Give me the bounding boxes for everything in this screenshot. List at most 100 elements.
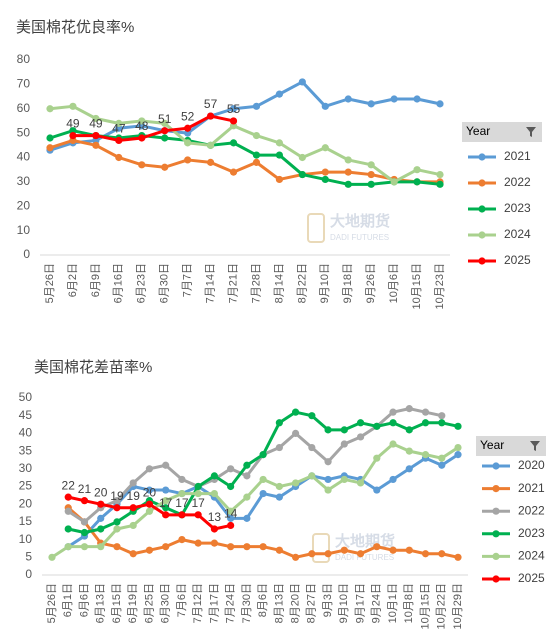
- x-tick-label: 7月12日: [192, 583, 204, 623]
- data-point: [421, 408, 430, 416]
- data-point: [227, 507, 235, 515]
- legend-marker: [492, 462, 500, 470]
- data-label: 51: [158, 112, 172, 126]
- x-tick-label: 6月16日: [113, 263, 125, 303]
- data-point: [436, 170, 444, 179]
- x-tick-label: 7月6日: [176, 583, 188, 617]
- data-point: [227, 543, 235, 551]
- data-point: [113, 543, 121, 551]
- data-point: [210, 489, 218, 498]
- y-tick-label: 20: [17, 198, 31, 212]
- y-tick-label: 30: [17, 174, 31, 188]
- x-tick-label: 10月23日: [434, 263, 446, 309]
- data-point: [243, 543, 251, 551]
- data-label: 20: [94, 485, 108, 499]
- data-point: [405, 447, 413, 455]
- chart-title: 美国棉花优良率%: [16, 19, 134, 36]
- x-tick-label: 5月26日: [44, 263, 56, 303]
- data-point: [138, 161, 146, 169]
- data-label: 55: [227, 102, 241, 116]
- watermark-cn: 大地期货: [330, 212, 390, 230]
- data-point: [344, 180, 352, 188]
- data-point: [162, 543, 170, 551]
- data-point: [92, 114, 100, 123]
- data-point: [340, 440, 348, 448]
- data-point: [178, 536, 186, 544]
- y-tick-label: 20: [19, 496, 33, 510]
- data-point: [64, 543, 72, 551]
- data-point: [389, 440, 397, 448]
- data-point: [113, 518, 121, 526]
- x-tick-label: 7月28日: [250, 263, 262, 303]
- data-point: [64, 507, 72, 515]
- data-point: [340, 426, 348, 434]
- watermark-en: DADI FUTURES: [335, 553, 394, 562]
- data-point: [161, 163, 169, 171]
- data-point: [194, 489, 202, 498]
- x-tick-label: 10月15日: [419, 583, 431, 629]
- filter-icon[interactable]: [526, 127, 536, 137]
- data-point: [229, 139, 238, 147]
- x-tick-label: 9月18日: [342, 263, 354, 303]
- data-point: [184, 156, 192, 164]
- data-point: [178, 489, 186, 498]
- legend-title: Year: [466, 124, 490, 138]
- data-point: [259, 475, 267, 484]
- data-point: [308, 412, 316, 420]
- y-tick-label: 35: [19, 443, 33, 457]
- data-point: [324, 475, 332, 484]
- watermark-en: DADI FUTURES: [330, 233, 389, 242]
- data-label: 13: [208, 510, 222, 524]
- legend-header: [476, 436, 546, 456]
- x-tick-label: 8月20日: [290, 583, 302, 623]
- data-point: [405, 405, 413, 413]
- series-line: [49, 80, 441, 152]
- data-point: [194, 539, 202, 547]
- data-point: [161, 134, 169, 142]
- legend-label: 2024: [518, 549, 545, 563]
- series-line: [49, 138, 440, 184]
- data-point: [129, 521, 137, 530]
- watermark-logo: [312, 533, 330, 563]
- x-tick-label: 6月30日: [159, 263, 171, 303]
- data-point: [178, 475, 186, 484]
- data-point: [138, 117, 146, 125]
- data-point: [243, 472, 251, 480]
- data-point: [275, 139, 284, 147]
- x-tick-label: 6月30日: [160, 583, 172, 623]
- y-tick-label: 50: [17, 125, 31, 139]
- y-tick-label: 70: [17, 77, 31, 91]
- data-point: [194, 482, 202, 491]
- data-point: [275, 151, 284, 159]
- data-label: 20: [143, 485, 157, 499]
- filter-icon[interactable]: [530, 441, 540, 451]
- data-point: [373, 454, 381, 462]
- data-point: [324, 486, 332, 494]
- data-point: [438, 461, 446, 469]
- x-tick-label: 9月10日: [319, 263, 331, 303]
- legend-marker: [478, 231, 486, 239]
- data-point: [243, 493, 251, 501]
- data-point: [162, 504, 170, 512]
- data-point: [113, 497, 121, 505]
- data-point: [48, 553, 56, 561]
- data-point: [356, 479, 365, 487]
- data-point: [206, 158, 215, 166]
- data-point: [229, 168, 238, 176]
- y-tick-label: 50: [19, 390, 33, 404]
- watermark-logo: [307, 213, 325, 243]
- legend-marker: [492, 485, 500, 493]
- data-point: [145, 465, 154, 473]
- legend-marker: [478, 179, 486, 187]
- data-point: [229, 105, 238, 113]
- data-point: [344, 168, 352, 176]
- data-point: [373, 486, 381, 494]
- x-tick-label: 8月13日: [273, 583, 285, 623]
- data-point: [321, 102, 329, 110]
- data-point: [259, 451, 267, 459]
- data-label: 22: [62, 478, 76, 492]
- legend-label: 2025: [504, 253, 531, 267]
- data-point: [69, 102, 77, 110]
- data-point: [92, 141, 100, 149]
- data-point: [298, 153, 306, 162]
